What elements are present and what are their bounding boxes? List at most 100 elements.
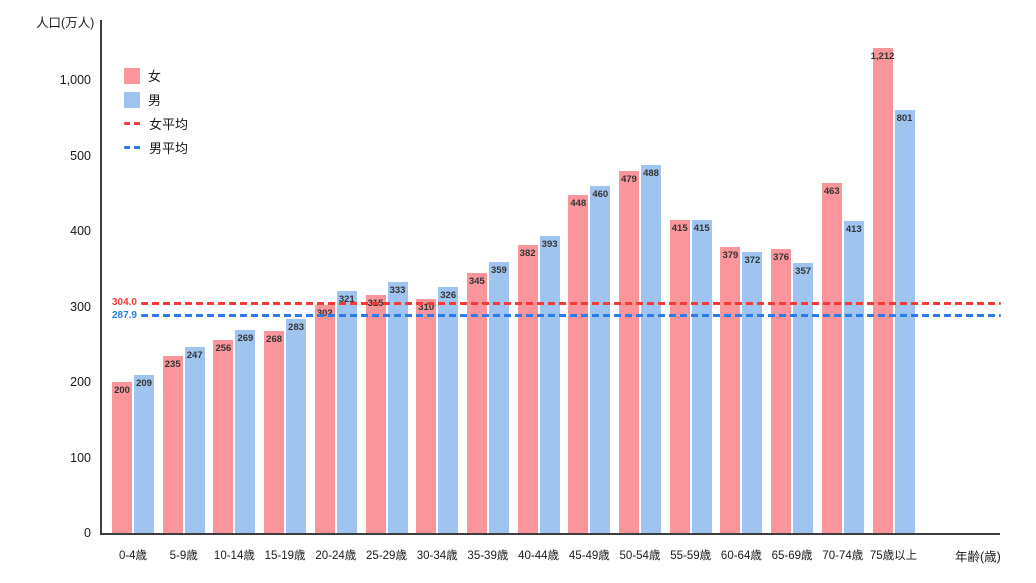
bar-value-label: 333	[389, 284, 406, 296]
bar-value-label: 379	[722, 249, 739, 261]
bar-value-label: 200	[114, 385, 130, 396]
bar-value-label: 283	[288, 322, 305, 334]
x-category-label: 40-44歳	[518, 550, 560, 562]
x-category-label: 60-64歳	[720, 550, 762, 562]
bar-male	[286, 319, 307, 533]
bar-value-label: 209	[136, 378, 152, 390]
bar-value-label: 376	[773, 252, 790, 264]
legend: 女男女平均 男平均	[124, 67, 188, 156]
bar-female	[720, 246, 741, 533]
bar-male	[691, 219, 712, 533]
bar-value-label: 460	[592, 188, 609, 200]
male-average-line	[141, 314, 1001, 318]
bar-female	[365, 295, 386, 533]
x-category-label: 25-29歳	[366, 550, 407, 562]
bar-male	[793, 263, 814, 533]
legend-label: 女平均	[149, 117, 189, 132]
legend-label: 女	[148, 69, 162, 84]
x-category-label: 45-49歳	[568, 550, 610, 562]
x-category-label: 70-74歳	[822, 550, 864, 562]
y-tick-label: 300	[70, 299, 91, 314]
bar-value-label: 463	[823, 186, 840, 198]
x-axis-line	[100, 533, 1000, 535]
bar-male	[336, 290, 357, 533]
bar-female	[771, 249, 792, 533]
bar-value-label: 247	[186, 349, 203, 361]
bar-value-label: 310	[418, 301, 435, 313]
x-category-label: 10-14歳	[213, 550, 255, 562]
bar-male	[134, 375, 154, 533]
bar-male	[539, 236, 560, 533]
bar-value-label: 488	[643, 167, 659, 179]
bar-value-label: 359	[490, 264, 507, 276]
legend-color-swatch	[124, 91, 140, 108]
legend-item-male: 男	[124, 91, 188, 108]
bar-value-label: 372	[744, 255, 761, 267]
bar-value-label: 357	[795, 266, 812, 278]
average-value-label: 287.9	[111, 309, 137, 321]
x-category-label: 15-19歳	[264, 550, 306, 562]
bar-value-label: 326	[440, 289, 457, 301]
bar-female	[466, 272, 487, 533]
bar-male	[843, 221, 864, 533]
y-tick-label: 400	[70, 224, 91, 238]
y-tick-label: 200	[70, 375, 91, 389]
y-tick-label: 500	[70, 148, 91, 163]
legend-item-female-average: 女平均	[124, 115, 188, 132]
x-category-label: 5-9歳	[169, 550, 198, 562]
bar-female	[619, 171, 639, 533]
bar-female	[669, 219, 690, 533]
x-category-label: 30-34歳	[416, 550, 458, 562]
x-category-label: 35-39歳	[467, 550, 509, 562]
bar-male	[488, 261, 509, 533]
bar-male	[387, 281, 408, 533]
legend-dash-swatch	[124, 146, 141, 149]
x-category-label: 20-24歳	[315, 550, 357, 562]
bar-value-label: 415	[671, 222, 688, 234]
bar-value-label: 415	[693, 222, 710, 234]
bar-female	[568, 194, 589, 533]
y-tick-label: 1,000	[59, 73, 91, 87]
bar-female	[314, 304, 335, 533]
bar-male	[184, 346, 205, 533]
bar-value-label: 256	[215, 342, 232, 354]
bar-value-label: 479	[621, 174, 637, 186]
bar-value-label: 321	[338, 293, 355, 305]
bar-female	[821, 183, 842, 533]
bar-male	[438, 286, 459, 533]
bar-male	[894, 110, 915, 533]
legend-label: 男平均	[149, 141, 189, 156]
legend-item-male-average: 男平均	[124, 139, 188, 156]
bar-value-label: 393	[541, 239, 558, 251]
x-category-label: 50-54歳	[619, 550, 661, 562]
legend-item-female: 女	[124, 67, 188, 84]
x-axis-title: 年齢(歳)	[955, 550, 1001, 564]
x-category-label: 0-4歳	[118, 550, 148, 562]
bar-female	[872, 47, 893, 533]
x-category-label: 55-59歳	[670, 550, 712, 562]
legend-dash-swatch	[124, 122, 141, 125]
y-axis-line	[100, 20, 102, 534]
bar-female	[213, 339, 234, 533]
bar-value-label: 801	[896, 113, 913, 125]
bar-value-label: 269	[237, 332, 254, 344]
x-category-label: 65-69歳	[771, 550, 813, 562]
legend-color-swatch	[124, 67, 140, 84]
bar-value-label: 413	[845, 224, 862, 236]
bar-value-label: 345	[468, 275, 485, 287]
bar-female	[416, 298, 437, 533]
average-value-label: 304.0	[111, 297, 137, 309]
bar-male	[590, 185, 611, 533]
y-tick-label: 100	[70, 450, 91, 465]
bar-female	[162, 355, 183, 533]
bar-female	[517, 244, 538, 533]
y-axis-title: 人口(万人)	[36, 16, 95, 30]
bar-female	[112, 382, 132, 533]
female-average-line	[141, 301, 1001, 305]
bar-value-label: 1,212	[870, 50, 895, 62]
legend-label: 男	[148, 93, 162, 108]
bar-value-label: 235	[164, 358, 181, 370]
y-tick-label: 0	[84, 526, 91, 540]
bar-male	[742, 252, 763, 533]
